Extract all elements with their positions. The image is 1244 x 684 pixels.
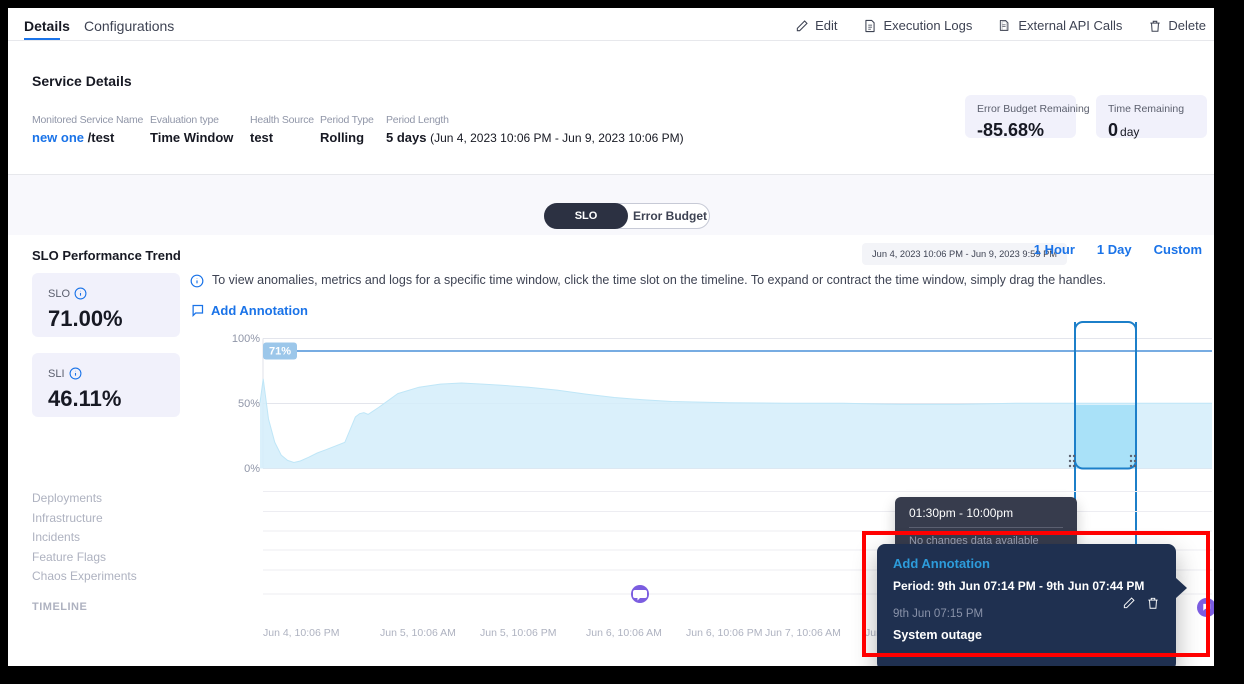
- svg-text:71%: 71%: [269, 346, 291, 358]
